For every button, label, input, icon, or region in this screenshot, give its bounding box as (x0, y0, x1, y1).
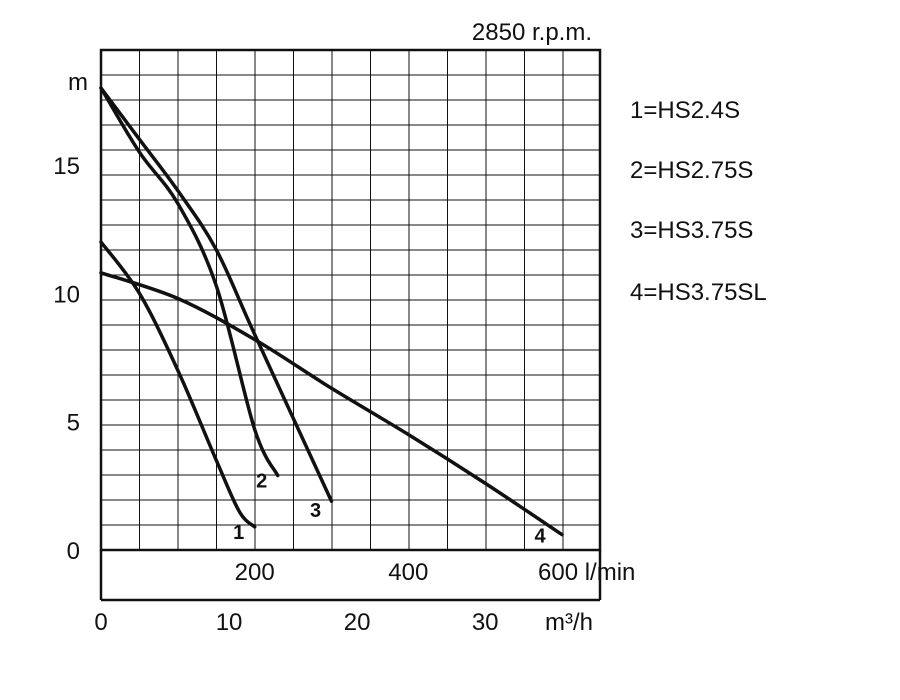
x-tick-label-m3h: 10 (216, 609, 243, 636)
y-tick-label: 10 (53, 281, 80, 308)
grid (100, 50, 600, 551)
chart-title: 2850 r.p.m. (472, 19, 592, 46)
secondary-axis-panel (99, 550, 602, 602)
x-tick-label-m3h: 0 (94, 609, 107, 636)
y-tick-label: 0 (67, 538, 80, 565)
x-tick-label-lmin: 600 l/min (538, 559, 635, 586)
x-tick-label-lmin: 400 (388, 559, 428, 586)
legend-item-4: 4=HS3.75SL (630, 279, 767, 306)
series-layer (99, 86, 564, 537)
plot-frame (99, 48, 602, 552)
y-tick-label: 15 (53, 153, 80, 180)
x-tick-label-lmin: 200 (235, 559, 275, 586)
series-line-2 (99, 86, 280, 478)
series-label-1: 1 (233, 522, 244, 544)
series-line-3 (99, 86, 334, 503)
legend-item-1: 1=HS2.4S (630, 97, 741, 124)
labels-layer: 0 5 10 15 200 400 600 l/min 0 10 20 30 m³/h 1 2 3 4 (53, 153, 635, 636)
series-line-4 (99, 271, 564, 537)
y-axis-label: m (68, 69, 88, 96)
x-tick-label-m3h: 20 (344, 609, 371, 636)
x-unit-m3h: m³/h (545, 609, 593, 636)
series-label-2: 2 (256, 471, 267, 493)
y-tick-label: 5 (67, 410, 80, 437)
series-label-4: 4 (534, 526, 546, 548)
series-line-1 (99, 240, 257, 529)
legend-item-2: 2=HS2.75S (630, 157, 754, 184)
legend-item-3: 3=HS3.75S (630, 217, 754, 244)
x-tick-label-m3h: 30 (472, 609, 499, 636)
series-label-3: 3 (310, 500, 321, 522)
